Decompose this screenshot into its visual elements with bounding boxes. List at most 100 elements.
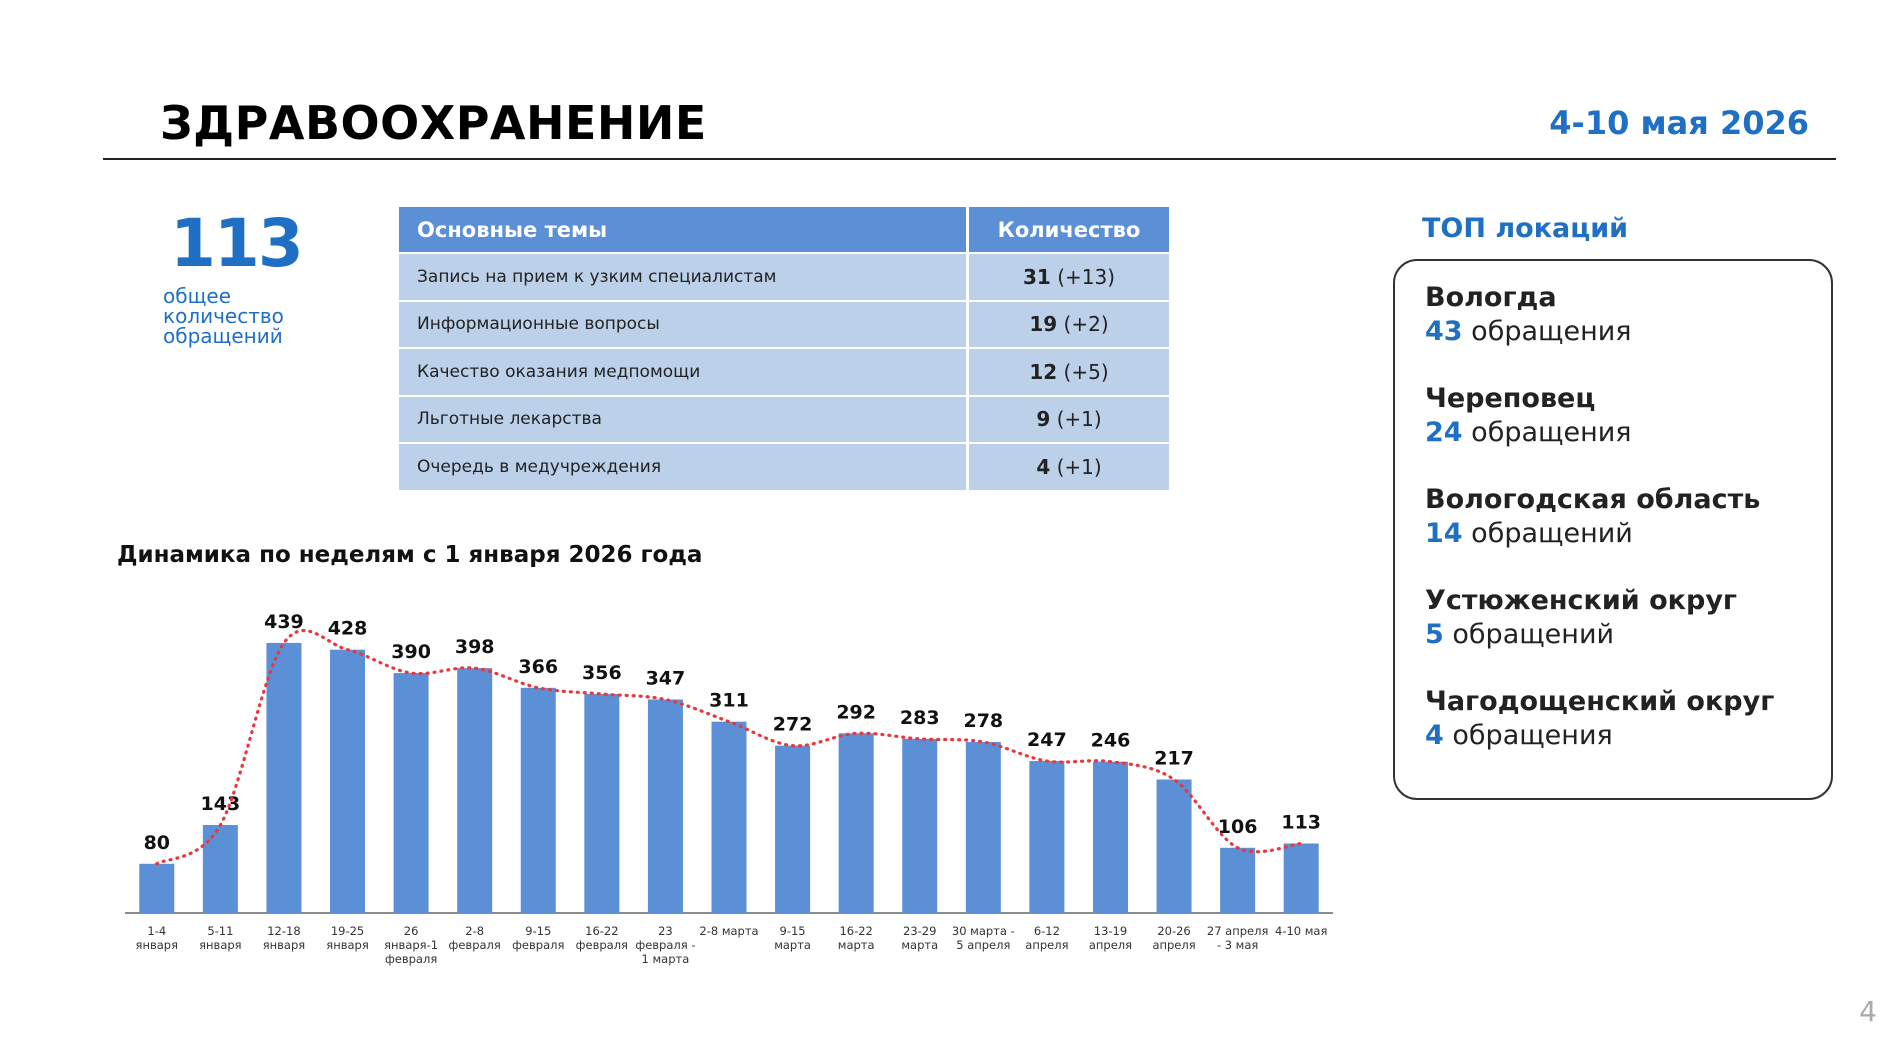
x-tick-label: 1-4 января (136, 924, 178, 952)
count-value: 4 (1036, 454, 1051, 479)
location-count-unit: обращения (1471, 417, 1632, 448)
bar-value-label: 390 (391, 641, 431, 663)
topic-cell: Информационные вопросы (399, 299, 966, 347)
count-delta: (+1) (1056, 407, 1102, 432)
bar (965, 741, 1001, 913)
x-tick-label: 12-18 января (263, 924, 305, 952)
bar (647, 699, 683, 913)
count-delta: (+5) (1063, 359, 1109, 384)
count-delta: (+1) (1056, 454, 1102, 479)
bar (1092, 761, 1128, 913)
topics-table-header: Основные темы Количество (399, 207, 1169, 252)
topic-cell: Качество оказания медпомощи (399, 347, 966, 395)
trend-line (155, 628, 1303, 866)
table-row: Информационные вопросы 19 (+2) (399, 299, 1169, 347)
bar (520, 687, 556, 913)
x-tick-label: 9-15 марта (774, 924, 811, 952)
weekly-dynamics-chart: 80 1-4 января 143 5-11 января 439 12-18 января 42… (125, 611, 1333, 966)
bar (1029, 761, 1065, 913)
page-title: ЗДРАВООХРАНЕНИЕ (160, 96, 707, 150)
total-count: 113 (170, 205, 304, 282)
page-number: 4 (1859, 995, 1877, 1028)
location-name: Череповец (1425, 383, 1596, 414)
count-delta: (+13) (1057, 264, 1115, 289)
bar-value-label: 272 (773, 714, 813, 736)
bar-value-label: 356 (582, 662, 622, 684)
count-cell: 9 (+1) (966, 394, 1169, 442)
bar-value-label: 80 (144, 832, 170, 854)
top-locations-title: ТОП локаций (1422, 213, 1629, 244)
x-tick-label: 19-25 января (326, 924, 368, 952)
table-row: Запись на прием к узким специалистам 31 … (399, 252, 1169, 300)
bar-value-label: 278 (963, 710, 1003, 732)
table-row: Качество оказания медпомощи 12 (+5) (399, 347, 1169, 395)
location-count-unit: обращения (1452, 720, 1613, 751)
bar-value-label: 283 (900, 707, 940, 729)
location-count-unit: обращения (1471, 316, 1632, 347)
bar (393, 673, 429, 913)
bar (584, 693, 620, 913)
table-row: Льготные лекарства 9 (+1) (399, 394, 1169, 442)
bar (202, 825, 238, 913)
count-column-header: Количество (966, 207, 1169, 252)
total-count-label: общее количество обращений (163, 284, 284, 348)
bar-value-label: 347 (646, 668, 686, 690)
bar-value-label: 247 (1027, 729, 1067, 751)
x-tick-label: 6-12 апреля (1025, 924, 1068, 952)
x-tick-label: 16-22 марта (838, 924, 875, 952)
bar-value-label: 143 (201, 793, 241, 815)
x-tick-label: 5-11 января (199, 924, 241, 952)
location-count: 5 обращений (1425, 618, 1737, 652)
top-locations-panel: Вологда 43 обращения Череповец 24 обраще… (1393, 259, 1833, 800)
bar (457, 668, 493, 913)
count-delta: (+2) (1063, 312, 1109, 337)
location-count: 4 обращения (1425, 719, 1774, 753)
x-tick-label: 20-26 апреля (1152, 924, 1195, 952)
location-count-value: 4 (1425, 720, 1444, 751)
location-count: 24 обращения (1425, 416, 1632, 450)
location-count: 14 обращений (1425, 517, 1760, 551)
count-value: 19 (1029, 312, 1058, 337)
bar (711, 721, 747, 913)
bar (1220, 847, 1256, 913)
location-count-unit: обращений (1471, 518, 1633, 549)
location-item: Устюженский округ 5 обращений (1425, 584, 1737, 652)
location-name: Вологодская область (1425, 484, 1761, 515)
bar (266, 642, 302, 913)
count-value: 31 (1022, 264, 1051, 289)
topics-table: Основные темы Количество Запись на прием… (399, 207, 1169, 490)
bar-value-label: 292 (836, 701, 876, 723)
table-row: Очередь в медучреждения 4 (+1) (399, 442, 1169, 490)
location-item: Чагодощенский округ 4 обращения (1425, 685, 1774, 753)
count-cell: 19 (+2) (966, 299, 1169, 347)
header-divider (103, 158, 1836, 160)
x-tick-label: 2-8 марта (699, 924, 758, 938)
x-tick-label: 23 февраля -1 марта (635, 924, 695, 966)
bar-value-label: 106 (1218, 816, 1258, 838)
bar (330, 649, 366, 913)
x-tick-label: 23-29 марта (901, 924, 938, 952)
bar-value-label: 311 (709, 690, 749, 712)
location-count: 43 обращения (1425, 315, 1632, 349)
location-item: Вологодская область 14 обращений (1425, 483, 1760, 551)
location-count-value: 24 (1425, 417, 1463, 448)
bar-value-label: 398 (455, 636, 495, 658)
location-name: Вологда (1425, 282, 1557, 313)
location-count-value: 5 (1425, 619, 1444, 650)
x-tick-label: 2-8 февраля (449, 924, 501, 952)
bar (775, 745, 811, 913)
chart-title: Динамика по неделям с 1 января 2026 года (117, 542, 703, 568)
location-count-unit: обращений (1452, 619, 1615, 650)
count-cell: 4 (+1) (966, 442, 1169, 490)
x-tick-label: 16-22 февраля (576, 924, 628, 952)
x-tick-label: 9-15 февраля (512, 924, 564, 952)
report-period: 4-10 мая 2026 (1549, 104, 1809, 142)
location-name: Устюженский округ (1425, 585, 1738, 616)
topic-cell: Запись на прием к узким специалистам (399, 252, 966, 300)
bar-value-label: 366 (518, 656, 558, 678)
count-value: 12 (1029, 359, 1058, 384)
bar (838, 733, 874, 913)
location-item: Вологда 43 обращения (1425, 281, 1632, 349)
bar (1283, 843, 1319, 913)
bar (902, 738, 938, 913)
